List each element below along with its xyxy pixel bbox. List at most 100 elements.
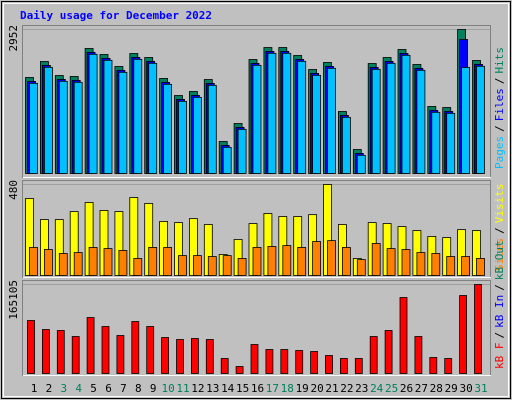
x-tick-label: 21: [325, 382, 338, 395]
bar: [148, 62, 158, 174]
bar: [354, 358, 363, 374]
x-tick-label: 23: [355, 382, 368, 395]
bar: [86, 317, 95, 374]
bar: [56, 330, 65, 374]
bar: [476, 65, 485, 174]
x-tick-label: 26: [400, 382, 413, 395]
bar: [237, 128, 247, 174]
bar: [163, 247, 173, 276]
legend-entry: kB Out: [493, 240, 506, 280]
bar: [327, 67, 336, 174]
bar: [461, 256, 471, 276]
bar: [29, 82, 38, 174]
x-tick-label: 9: [150, 382, 157, 395]
bar: [325, 355, 333, 374]
bar: [235, 366, 244, 374]
bar: [73, 252, 83, 276]
bar: [356, 154, 366, 174]
bar: [29, 247, 38, 276]
bar: [133, 58, 143, 174]
x-tick-label: 11: [176, 382, 189, 395]
bar: [73, 81, 83, 174]
legend-separator: /: [493, 332, 506, 339]
bar: [297, 60, 307, 174]
legend-entry: Files: [493, 88, 506, 121]
y-tick-label: 480: [7, 180, 20, 200]
bar: [103, 248, 113, 276]
bar: [429, 357, 438, 374]
bar: [118, 250, 128, 276]
bar: [459, 295, 468, 374]
y-tick-label: 165105: [7, 280, 20, 320]
bar: [58, 80, 68, 174]
x-tick-label: 31: [474, 382, 487, 395]
x-tick-label: 20: [310, 382, 323, 395]
inner-bevel: [3, 3, 509, 397]
bar: [161, 337, 170, 374]
legend-entry: Visits: [493, 184, 506, 224]
bar: [176, 339, 184, 374]
bar: [267, 246, 277, 276]
x-tick-label: 22: [340, 382, 353, 395]
x-tick-label: 25: [385, 382, 398, 395]
legend: Sites / Visits: [493, 184, 506, 272]
legend-separator: /: [493, 78, 506, 85]
bar: [282, 52, 292, 174]
bar: [265, 349, 274, 374]
bar: [297, 247, 307, 276]
legend-entry: kB F: [493, 343, 506, 370]
legend-separator: /: [493, 125, 506, 132]
bar: [386, 248, 396, 276]
bar: [237, 258, 247, 276]
chart-title: Daily usage for December 2022: [20, 9, 212, 22]
bar: [446, 112, 456, 174]
bar: [44, 249, 53, 276]
bar: [310, 351, 319, 374]
bar: [178, 255, 187, 276]
bar: [131, 321, 140, 374]
bar: [222, 146, 232, 174]
bar: [58, 253, 68, 276]
x-tick-label: 30: [459, 382, 472, 395]
bar: [192, 96, 202, 174]
legend: kB F / kB In / kB Out: [493, 240, 506, 369]
x-tick-label: 17: [266, 382, 279, 395]
x-tick-label: 1: [31, 382, 38, 395]
x-tick-label: 29: [445, 382, 458, 395]
bar: [250, 344, 259, 374]
x-tick-label: 3: [60, 382, 67, 395]
bar: [371, 243, 381, 276]
x-tick-label: 16: [251, 382, 264, 395]
bar: [133, 258, 143, 276]
y-tick-label: 2952: [7, 25, 20, 52]
bar: [399, 297, 408, 374]
bar: [103, 59, 113, 174]
bar: [192, 255, 202, 276]
bar: [401, 54, 411, 174]
bar: [416, 252, 426, 276]
bar: [386, 62, 396, 174]
x-tick-label: 28: [430, 382, 443, 395]
x-tick-label: 14: [221, 382, 235, 395]
bar: [461, 67, 471, 174]
bar: [446, 256, 456, 276]
x-tick-label: 2: [46, 382, 53, 395]
bar: [401, 249, 411, 276]
bar: [371, 68, 381, 174]
bar: [205, 339, 214, 374]
legend-entry: Hits: [493, 47, 506, 74]
bar: [252, 64, 262, 174]
x-tick-label: 19: [296, 382, 309, 395]
bar: [42, 329, 50, 374]
bar: [341, 247, 351, 276]
bar: [207, 84, 217, 174]
bar: [341, 116, 351, 174]
bar: [163, 83, 173, 174]
x-tick-label: 24: [370, 382, 384, 395]
bar: [118, 71, 128, 174]
x-tick-label: 15: [236, 382, 249, 395]
bar: [280, 349, 289, 374]
legend: Pages / Files / Hits: [493, 47, 506, 169]
